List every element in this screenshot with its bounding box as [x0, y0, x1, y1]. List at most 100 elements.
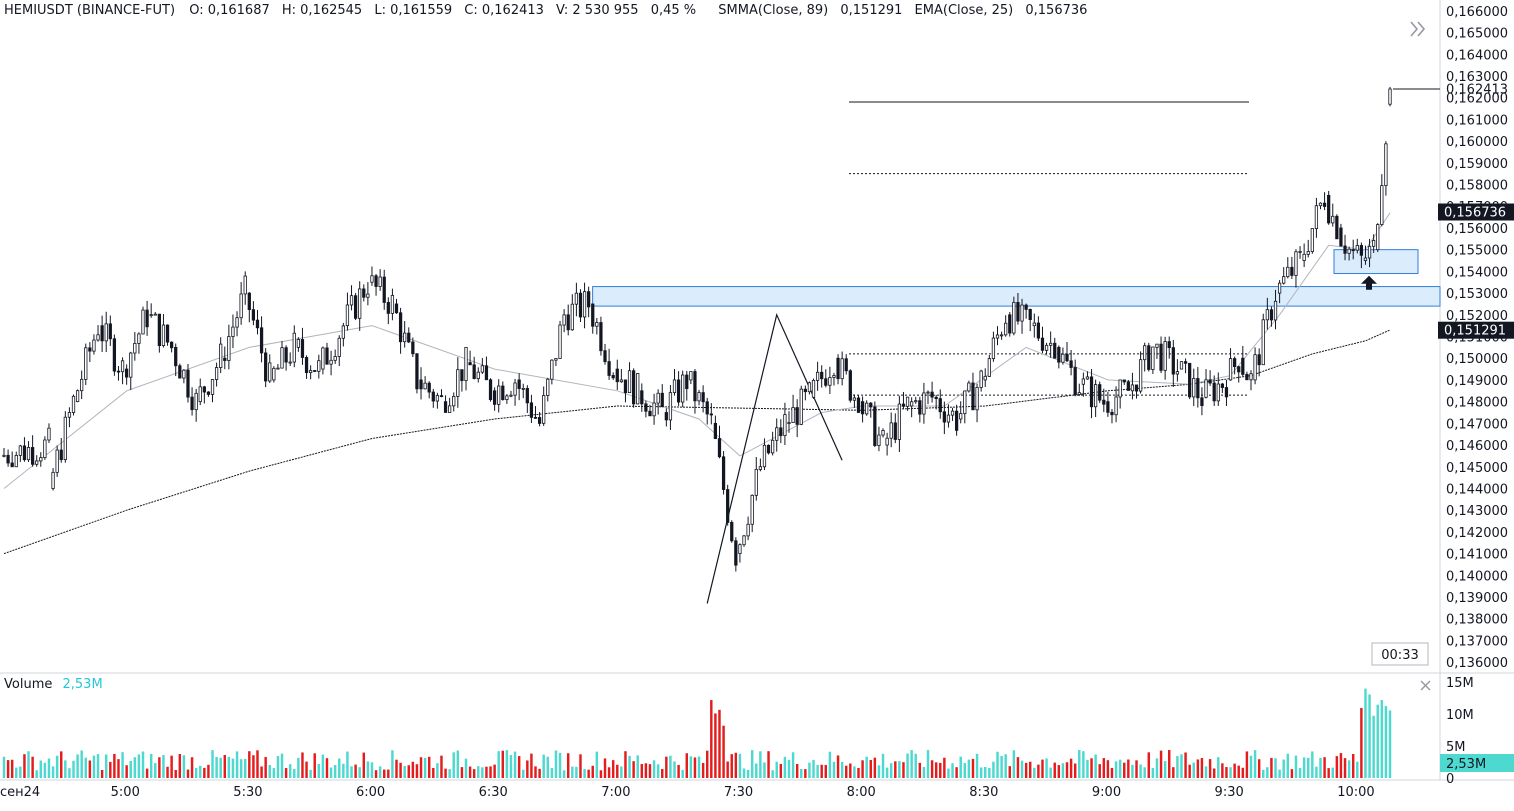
- volume-bar[interactable]: [1028, 761, 1032, 778]
- candle-body[interactable]: [497, 385, 501, 405]
- volume-bar[interactable]: [325, 758, 329, 778]
- candle-body[interactable]: [1220, 383, 1224, 388]
- volume-bar[interactable]: [1098, 764, 1101, 778]
- candle-body[interactable]: [1065, 353, 1069, 362]
- volume-bar[interactable]: [575, 766, 578, 778]
- candle-body[interactable]: [672, 379, 677, 394]
- volume-bar[interactable]: [795, 764, 799, 778]
- volume-bar[interactable]: [873, 757, 877, 778]
- volume-bar[interactable]: [1012, 750, 1016, 778]
- candle-body[interactable]: [803, 388, 807, 393]
- candle-body[interactable]: [721, 456, 726, 490]
- candle-body[interactable]: [1265, 309, 1269, 321]
- candle-body[interactable]: [999, 334, 1004, 337]
- candle-body[interactable]: [852, 397, 857, 401]
- volume-bar[interactable]: [288, 764, 292, 778]
- volume-bar[interactable]: [1180, 754, 1183, 778]
- candle-body[interactable]: [922, 392, 926, 415]
- candle-body[interactable]: [869, 402, 873, 408]
- volume-bar[interactable]: [305, 761, 308, 778]
- candle-body[interactable]: [595, 322, 599, 327]
- candle-body[interactable]: [1138, 359, 1143, 392]
- volume-bar[interactable]: [930, 760, 934, 778]
- volume-bar[interactable]: [493, 764, 496, 778]
- volume-bar[interactable]: [718, 709, 721, 778]
- volume-bar[interactable]: [178, 754, 182, 778]
- volume-bar[interactable]: [1347, 760, 1351, 778]
- candle-body[interactable]: [468, 362, 472, 366]
- volume-bar[interactable]: [730, 754, 733, 778]
- candle-body[interactable]: [317, 360, 321, 372]
- candle-body[interactable]: [472, 364, 476, 379]
- volume-bar[interactable]: [1331, 767, 1334, 778]
- volume-bar[interactable]: [542, 754, 545, 778]
- volume-bar[interactable]: [223, 754, 227, 778]
- volume-bar[interactable]: [1082, 751, 1085, 778]
- candle-body[interactable]: [766, 444, 771, 454]
- volume-bar[interactable]: [1335, 756, 1339, 778]
- volume-bar[interactable]: [550, 768, 554, 778]
- candle-body[interactable]: [35, 460, 39, 465]
- volume-bar[interactable]: [468, 766, 472, 778]
- volume-bar[interactable]: [918, 762, 922, 778]
- candle-body[interactable]: [1077, 392, 1081, 395]
- candle-body[interactable]: [930, 391, 934, 398]
- candle-body[interactable]: [599, 322, 603, 352]
- volume-bar[interactable]: [432, 768, 435, 778]
- candle-body[interactable]: [378, 276, 382, 287]
- candle-body[interactable]: [304, 357, 309, 374]
- candle-body[interactable]: [1282, 276, 1286, 284]
- volume-bar[interactable]: [1127, 759, 1130, 778]
- candle-body[interactable]: [914, 400, 918, 403]
- candle-body[interactable]: [517, 379, 521, 389]
- candle-body[interactable]: [100, 325, 104, 342]
- candle-body[interactable]: [1327, 194, 1331, 224]
- smma-line[interactable]: [3, 329, 1391, 555]
- volume-bar[interactable]: [926, 750, 930, 778]
- candle-body[interactable]: [533, 416, 538, 419]
- candle-body[interactable]: [648, 410, 652, 417]
- volume-bar[interactable]: [595, 751, 599, 778]
- candle-body[interactable]: [145, 309, 149, 328]
- candle-body[interactable]: [865, 402, 869, 415]
- candle-body[interactable]: [137, 333, 141, 344]
- volume-bar[interactable]: [444, 768, 447, 778]
- candle-body[interactable]: [300, 339, 305, 358]
- candle-body[interactable]: [705, 401, 709, 415]
- candle-body[interactable]: [1286, 266, 1290, 278]
- volume-bar[interactable]: [1384, 706, 1388, 778]
- candle-body[interactable]: [341, 325, 345, 339]
- candle-body[interactable]: [1298, 250, 1302, 253]
- volume-bar[interactable]: [857, 767, 860, 778]
- candle-body[interactable]: [709, 413, 713, 416]
- volume-bar[interactable]: [1241, 767, 1245, 778]
- candle-body[interactable]: [636, 373, 640, 405]
- volume-bar[interactable]: [922, 767, 926, 778]
- volume-bar[interactable]: [1249, 755, 1253, 778]
- candle-body[interactable]: [18, 445, 22, 456]
- candle-body[interactable]: [6, 454, 10, 464]
- candle-body[interactable]: [174, 346, 178, 367]
- volume-bar[interactable]: [64, 760, 67, 778]
- candle-body[interactable]: [133, 343, 137, 354]
- candle-body[interactable]: [623, 379, 628, 394]
- volume-bar[interactable]: [481, 767, 484, 778]
- volume-bar[interactable]: [182, 755, 186, 778]
- candle-body[interactable]: [239, 293, 243, 319]
- candle-body[interactable]: [787, 422, 791, 424]
- candle-body[interactable]: [210, 379, 215, 395]
- legend-symbol[interactable]: HEMIUSDT (BINANCE-FUT): [4, 3, 175, 18]
- candle-body[interactable]: [1179, 361, 1184, 370]
- volume-bar[interactable]: [554, 750, 558, 778]
- candle-body[interactable]: [75, 390, 80, 403]
- candle-body[interactable]: [1253, 354, 1257, 381]
- volume-bar[interactable]: [1131, 764, 1134, 778]
- volume-bar[interactable]: [652, 760, 656, 778]
- volume-bar[interactable]: [971, 758, 975, 778]
- volume-bar[interactable]: [959, 756, 962, 778]
- volume-bar[interactable]: [1118, 759, 1122, 778]
- volume-bar[interactable]: [677, 764, 680, 778]
- volume-bar[interactable]: [816, 764, 819, 778]
- candle-body[interactable]: [627, 370, 632, 394]
- volume-bar[interactable]: [268, 765, 271, 778]
